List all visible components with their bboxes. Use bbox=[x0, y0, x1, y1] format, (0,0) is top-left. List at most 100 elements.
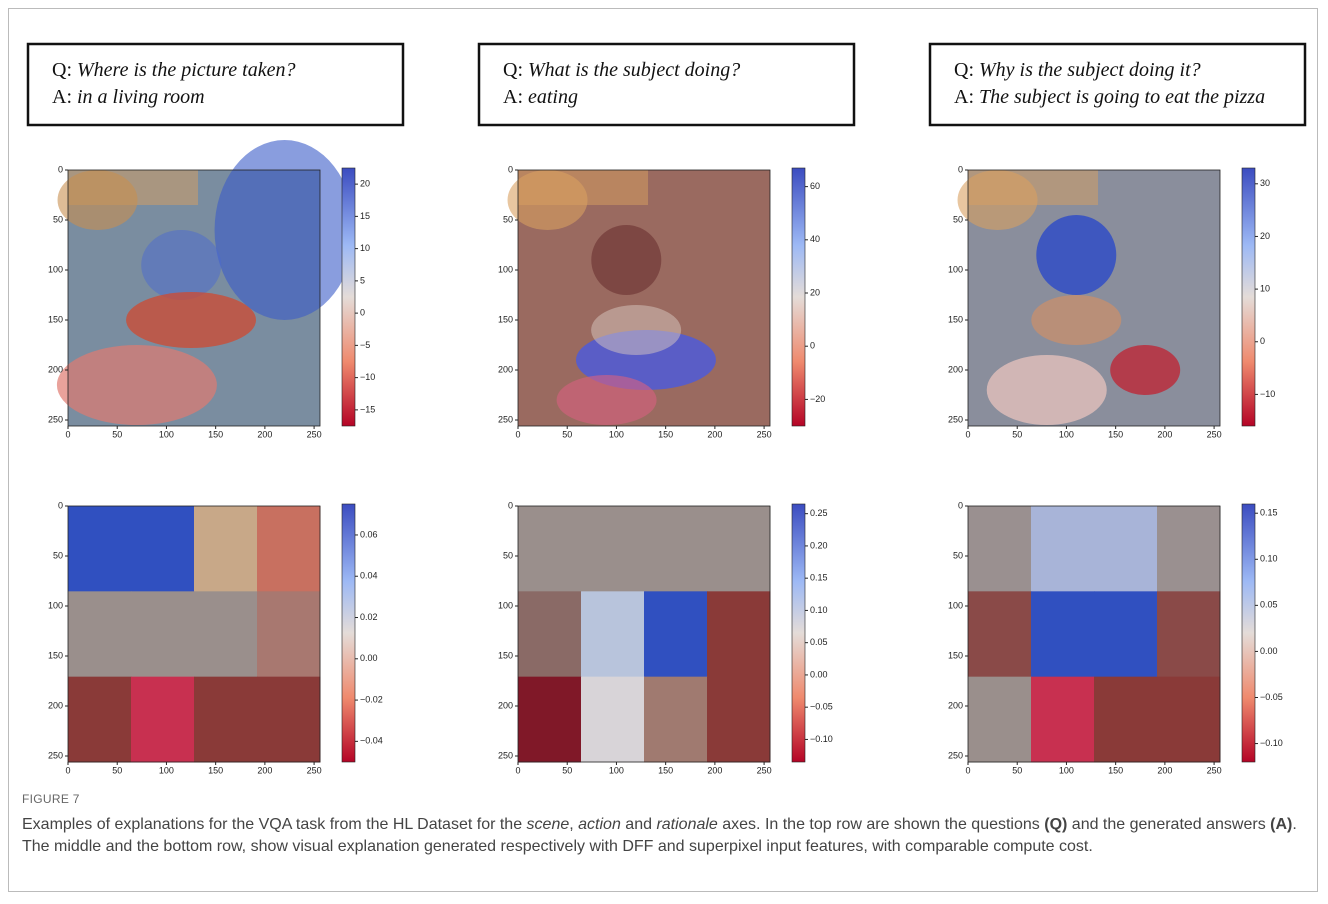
caption-part: , bbox=[569, 816, 578, 833]
colorbar-tick-label: −0.10 bbox=[810, 734, 833, 744]
x-tick-label: 250 bbox=[1207, 429, 1222, 439]
x-tick-label: 50 bbox=[562, 765, 572, 775]
x-tick-label: 250 bbox=[307, 429, 322, 439]
colorbar bbox=[342, 168, 355, 426]
colorbar-tick-label: 15 bbox=[360, 211, 370, 221]
qa-text: The subject is going to eat the pizza bbox=[979, 86, 1265, 108]
heat-region bbox=[1036, 215, 1116, 295]
superpixel bbox=[194, 506, 258, 592]
y-tick-label: 50 bbox=[503, 550, 513, 560]
x-tick-label: 200 bbox=[707, 429, 722, 439]
superpixel bbox=[707, 677, 771, 763]
y-tick-label: 150 bbox=[948, 314, 963, 324]
colorbar-tick-label: 40 bbox=[810, 234, 820, 244]
caption-part: Examples of explanations for the VQA tas… bbox=[22, 816, 527, 833]
colorbar-tick-label: 0.06 bbox=[360, 529, 378, 539]
colorbar-tick-label: 0.25 bbox=[810, 508, 828, 518]
qa-label: A: bbox=[503, 86, 523, 108]
colorbar-tick-label: 0.00 bbox=[810, 669, 828, 679]
y-tick-label: 100 bbox=[498, 600, 513, 610]
y-tick-label: 250 bbox=[498, 750, 513, 760]
caption-part: (A) bbox=[1270, 816, 1292, 833]
colorbar-tick-label: −0.05 bbox=[810, 702, 833, 712]
superpixel bbox=[1031, 591, 1095, 677]
x-tick-label: 150 bbox=[208, 429, 223, 439]
x-tick-label: 100 bbox=[609, 765, 624, 775]
superpixel bbox=[581, 591, 645, 677]
y-tick-label: 50 bbox=[53, 214, 63, 224]
x-tick-label: 100 bbox=[159, 429, 174, 439]
x-tick-label: 50 bbox=[112, 429, 122, 439]
y-tick-label: 100 bbox=[48, 600, 63, 610]
colorbar bbox=[792, 168, 805, 426]
x-tick-label: 0 bbox=[965, 765, 970, 775]
superpixel bbox=[968, 506, 1032, 592]
colorbar-tick-label: 5 bbox=[360, 275, 365, 285]
figure: Q:Where is the picture taken?A:in a livi… bbox=[0, 0, 1328, 790]
heat-region bbox=[57, 345, 217, 425]
heat-region bbox=[508, 170, 588, 230]
x-tick-label: 200 bbox=[707, 765, 722, 775]
y-tick-label: 0 bbox=[58, 500, 63, 510]
x-tick-label: 250 bbox=[757, 765, 772, 775]
x-tick-label: 0 bbox=[65, 765, 70, 775]
superpixel bbox=[194, 591, 258, 677]
colorbar-tick-label: 0.02 bbox=[360, 612, 378, 622]
colorbar bbox=[342, 504, 355, 762]
x-tick-label: 100 bbox=[1059, 429, 1074, 439]
x-tick-label: 150 bbox=[658, 765, 673, 775]
superpixel bbox=[1157, 506, 1221, 592]
y-tick-label: 200 bbox=[948, 364, 963, 374]
heat-region bbox=[557, 375, 657, 425]
y-tick-label: 50 bbox=[953, 214, 963, 224]
superpixel bbox=[68, 591, 132, 677]
caption-label: FIGURE 7 bbox=[22, 792, 1318, 806]
superpixel bbox=[131, 677, 195, 763]
qa-label: Q: bbox=[52, 59, 72, 81]
x-tick-label: 100 bbox=[159, 765, 174, 775]
colorbar-tick-label: 30 bbox=[1260, 178, 1270, 188]
x-tick-label: 50 bbox=[1012, 429, 1022, 439]
qa-box bbox=[930, 44, 1305, 125]
y-tick-label: 150 bbox=[498, 650, 513, 660]
colorbar-tick-label: −10 bbox=[1260, 389, 1275, 399]
x-tick-label: 250 bbox=[757, 429, 772, 439]
x-tick-label: 0 bbox=[515, 429, 520, 439]
y-tick-label: 0 bbox=[58, 164, 63, 174]
colorbar-tick-label: 10 bbox=[360, 243, 370, 253]
x-tick-label: 100 bbox=[609, 429, 624, 439]
caption-text: Examples of explanations for the VQA tas… bbox=[22, 814, 1318, 858]
superpixel bbox=[1031, 506, 1095, 592]
x-tick-label: 100 bbox=[1059, 765, 1074, 775]
heat-region bbox=[141, 230, 221, 300]
superpixel bbox=[644, 677, 708, 763]
qa-line: Q:Where is the picture taken? bbox=[52, 59, 295, 81]
colorbar-tick-label: −20 bbox=[810, 394, 825, 404]
qa-text: Where is the picture taken? bbox=[77, 59, 295, 81]
superpixel bbox=[581, 506, 645, 592]
caption-part: axes. In the top row are shown the quest… bbox=[718, 816, 1044, 833]
superpixel bbox=[1094, 506, 1158, 592]
y-tick-label: 100 bbox=[948, 264, 963, 274]
x-tick-label: 50 bbox=[112, 765, 122, 775]
colorbar-tick-label: 20 bbox=[1260, 231, 1270, 241]
qa-line: Q:Why is the subject doing it? bbox=[954, 59, 1201, 81]
caption-part: (Q) bbox=[1044, 816, 1067, 833]
y-tick-label: 200 bbox=[948, 700, 963, 710]
superpixel bbox=[131, 591, 195, 677]
colorbar-tick-label: −0.04 bbox=[360, 736, 383, 746]
superpixel bbox=[257, 591, 321, 677]
caption-part: and the generated answers bbox=[1067, 816, 1270, 833]
qa-label: A: bbox=[954, 86, 974, 108]
y-tick-label: 100 bbox=[48, 264, 63, 274]
heat-region bbox=[958, 170, 1038, 230]
superpixel bbox=[644, 506, 708, 592]
colorbar-tick-label: 0.20 bbox=[810, 540, 828, 550]
qa-label: A: bbox=[52, 86, 72, 108]
superpixel bbox=[68, 506, 132, 592]
y-tick-label: 200 bbox=[498, 364, 513, 374]
superpixel bbox=[131, 506, 195, 592]
colorbar-tick-label: 20 bbox=[810, 287, 820, 297]
y-tick-label: 250 bbox=[948, 750, 963, 760]
x-tick-label: 200 bbox=[1157, 765, 1172, 775]
